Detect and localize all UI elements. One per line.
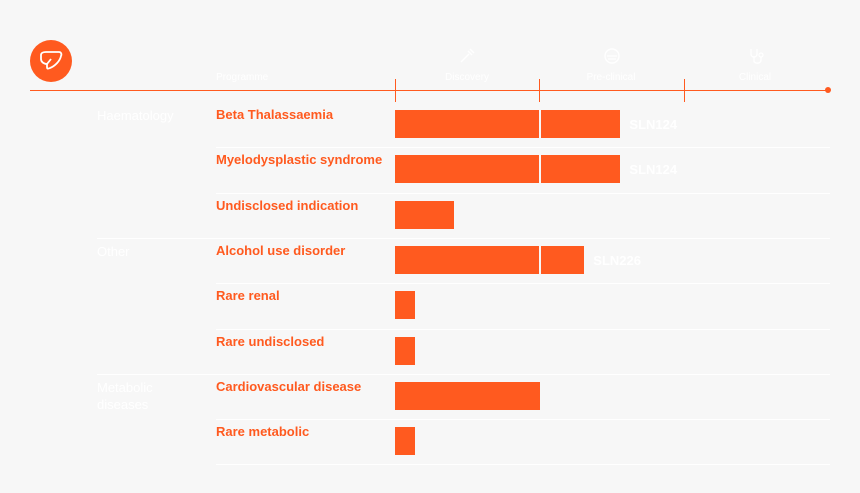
programme-label: Beta Thalassaemia — [216, 107, 334, 122]
liver-icon — [40, 51, 63, 70]
phase-divider — [538, 110, 541, 138]
programme-label: Myelodysplastic syndrome — [216, 152, 383, 168]
tick-preclinical-end — [684, 79, 685, 102]
pipette-icon — [460, 48, 475, 63]
row-separator — [216, 192, 830, 194]
phase-divider — [538, 245, 541, 274]
row-separator — [216, 147, 830, 149]
progress-bar — [395, 427, 416, 456]
progress-bar — [395, 336, 416, 365]
row-separator — [216, 328, 830, 330]
progress-bar — [395, 381, 540, 410]
petri-dish-icon — [604, 48, 620, 64]
progress-bar — [395, 245, 585, 274]
programme-label: Undisclosed indication — [216, 197, 359, 213]
row-separator — [97, 237, 830, 239]
candidate-label: SLN226 — [593, 252, 641, 268]
progress-bar — [395, 291, 416, 320]
phase-label-clinical: Clinical — [738, 72, 772, 83]
logo-badge — [30, 40, 72, 82]
row-separator — [97, 373, 830, 375]
programme-label: Rare undisclosed — [216, 333, 325, 349]
row-separator — [216, 464, 830, 466]
progress-bar — [395, 200, 455, 229]
programme-header: Programme — [216, 72, 269, 83]
programme-label: Cardiovascular disease — [216, 378, 362, 394]
tick-discovery-end — [539, 79, 540, 102]
progress-bar — [395, 155, 621, 184]
tick-start — [395, 79, 396, 102]
group-label: Haematology — [97, 108, 174, 123]
candidate-label: SLN124 — [629, 117, 678, 132]
row-separator — [216, 419, 830, 421]
candidate-label: SLN124 — [629, 162, 678, 178]
phase-axis — [30, 90, 828, 91]
axis-end-dot — [825, 87, 831, 93]
programme-label: Rare metabolic — [216, 424, 310, 440]
phase-label-preclinical: Pre-clinical — [586, 72, 636, 83]
phase-divider — [538, 155, 541, 184]
group-label: Metabolic diseases — [97, 379, 153, 412]
phase-label-discovery: Discovery — [445, 72, 489, 83]
stethoscope-icon — [750, 49, 764, 64]
group-label: Other — [97, 243, 130, 259]
row-separator — [216, 283, 830, 285]
programme-label: Rare renal — [216, 288, 280, 304]
programme-label: Alcohol use disorder — [216, 242, 346, 258]
progress-bar — [395, 110, 621, 138]
